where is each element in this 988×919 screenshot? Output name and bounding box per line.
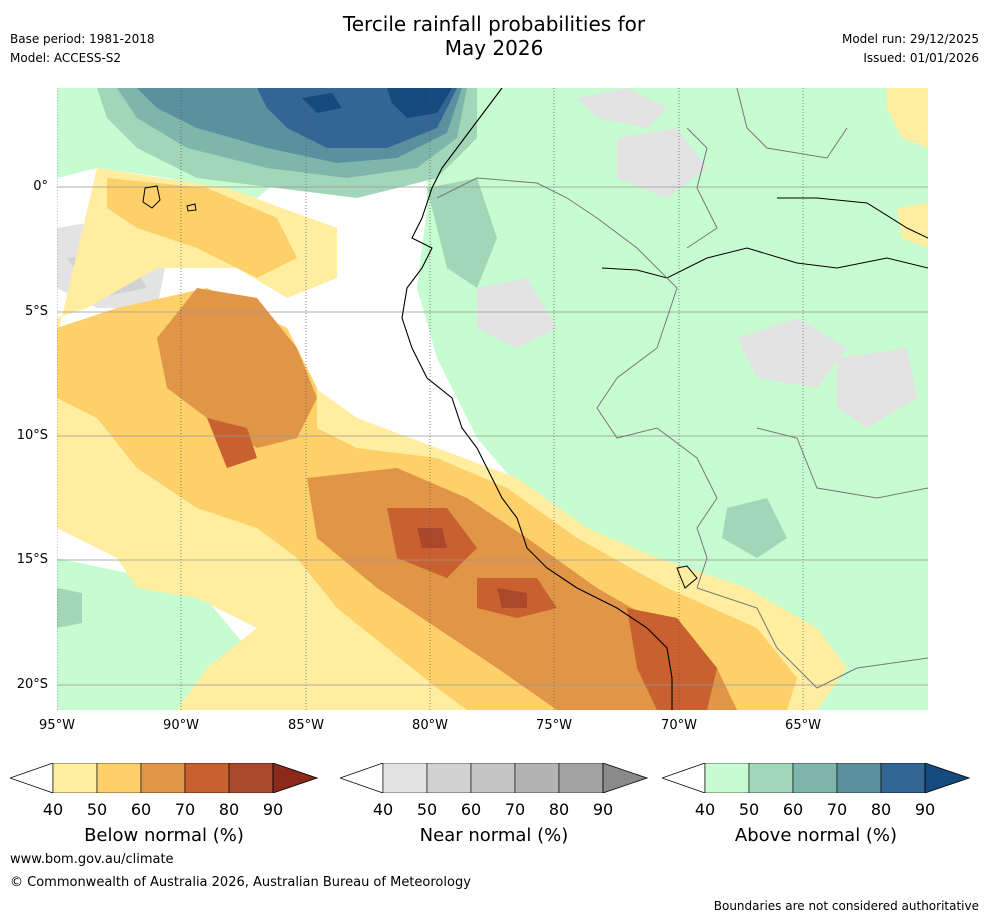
colorbar-over-arrow: [924, 762, 971, 794]
above-normal-nw-90b: [302, 93, 342, 113]
colorbar-under-arrow: [338, 762, 384, 794]
colorbar-tick-label: 60: [130, 800, 152, 819]
near-normal-patch-7: [617, 128, 707, 198]
footer-disclaimer: Boundaries are not considered authoritat…: [713, 899, 979, 913]
near-normal-patch-3: [577, 88, 667, 128]
colorbar-tick-label: 90: [592, 800, 614, 819]
lake-titicaca: [676, 565, 698, 589]
colorbar-near-title: Near normal (%): [419, 825, 569, 846]
colorbar-tick-label: 60: [782, 800, 804, 819]
colorbar-segment: [792, 762, 838, 794]
colorbar-segment: [426, 762, 472, 794]
near-normal-patch-6: [477, 278, 557, 348]
colorbar-below-title: Below normal (%): [84, 825, 244, 846]
below-normal-70-d: [627, 608, 717, 710]
coastline: [401, 88, 673, 710]
lon-label-95w: 95°W: [39, 718, 75, 733]
colorbar-tick-label: 50: [86, 800, 108, 819]
lon-label-70w: 70°W: [661, 718, 697, 733]
colorbar-segment: [748, 762, 794, 794]
colorbar-below-normal: [8, 762, 319, 794]
colorbar-tick-label: 60: [460, 800, 482, 819]
colorbar-tick-label: 80: [870, 800, 892, 819]
colorbar-tick-label: 80: [548, 800, 570, 819]
colorbar-segment: [836, 762, 882, 794]
below-normal-ne-2: [897, 203, 928, 248]
lon-label-65w: 65°W: [785, 718, 821, 733]
colorbar-tick-label: 50: [416, 800, 438, 819]
colorbar-segment: [704, 762, 750, 794]
issued-date: Issued: 01/01/2026: [863, 51, 979, 65]
map-title: Tercile rainfall probabilities for May 2…: [0, 12, 988, 60]
below-normal-80-a: [497, 588, 527, 608]
lat-label-0: 0°: [33, 179, 48, 194]
colorbar-near-normal: [338, 762, 649, 794]
colorbar-segment: [184, 762, 230, 794]
colorbar-tick-label: 90: [262, 800, 284, 819]
colorbar-tick-label: 90: [914, 800, 936, 819]
below-normal-ne: [887, 88, 928, 148]
colorbar-segment: [470, 762, 516, 794]
lat-label-5s: 5°S: [24, 304, 48, 319]
model-run: Model run: 29/12/2025: [841, 32, 979, 46]
below-normal-60: [157, 288, 317, 448]
lon-label-85w: 85°W: [288, 718, 324, 733]
colorbar-tick-label: 70: [826, 800, 848, 819]
below-normal-70-a: [207, 418, 257, 468]
colorbar-tick-label: 40: [372, 800, 394, 819]
colorbar-tick-label: 70: [174, 800, 196, 819]
parallels: [57, 186, 928, 686]
title-line-2: May 2026: [444, 36, 544, 60]
near-normal-patch-5: [837, 348, 917, 428]
footer-url[interactable]: www.bom.gov.au/climate: [10, 852, 174, 867]
colorbar-below-svg: [8, 762, 319, 794]
galapagos: [142, 185, 197, 212]
colorbar-segment: [52, 762, 98, 794]
below-normal-80-b: [417, 528, 447, 548]
lon-label-90w: 90°W: [163, 718, 199, 733]
amazon-river-north: [777, 197, 928, 239]
near-normal-patch-4: [737, 318, 847, 388]
country-borders: [436, 88, 928, 689]
colorbar-tick-label: 40: [694, 800, 716, 819]
above-normal-teal-1: [427, 178, 497, 288]
colorbar-tick-label: 70: [504, 800, 526, 819]
colorbar-segment: [880, 762, 926, 794]
colorbar-segment: [382, 762, 428, 794]
lon-label-80w: 80°W: [412, 718, 448, 733]
probability-map: [57, 88, 928, 710]
lat-label-15s: 15°S: [16, 552, 48, 567]
lat-label-20s: 20°S: [16, 677, 48, 692]
colorbar-tick-label: 40: [42, 800, 64, 819]
model-name: Model: ACCESS-S2: [10, 51, 122, 65]
colorbar-segment: [140, 762, 186, 794]
colorbar-over-arrow: [272, 762, 319, 794]
below-normal-40: [57, 168, 847, 710]
colorbar-above-title: Above normal (%): [734, 825, 898, 846]
colorbar-tick-label: 50: [738, 800, 760, 819]
colorbar-segment: [228, 762, 274, 794]
map-svg: [57, 88, 928, 710]
above-normal-teal-2: [722, 498, 787, 558]
above-normal-region: [417, 88, 928, 710]
title-line-1: Tercile rainfall probabilities for: [342, 12, 646, 36]
below-normal-50-north: [107, 178, 297, 278]
colorbar-over-arrow: [602, 762, 649, 794]
colorbar-segment: [514, 762, 560, 794]
colorbar-under-arrow: [8, 762, 54, 794]
footer-copyright: © Commonwealth of Australia 2026, Austra…: [10, 875, 471, 890]
colorbar-above-normal: [660, 762, 971, 794]
colorbar-tick-label: 80: [218, 800, 240, 819]
colorbar-segment: [558, 762, 604, 794]
colorbar-under-arrow: [660, 762, 706, 794]
above-normal-teal-3: [57, 588, 82, 628]
colorbar-above-svg: [660, 762, 971, 794]
base-period: Base period: 1981-2018: [10, 32, 155, 46]
amazon-river: [601, 247, 928, 279]
colorbar-segment: [96, 762, 142, 794]
above-normal-nw-90: [387, 88, 452, 118]
colorbar-near-svg: [338, 762, 649, 794]
lon-label-75w: 75°W: [536, 718, 572, 733]
lat-label-10s: 10°S: [16, 428, 48, 443]
